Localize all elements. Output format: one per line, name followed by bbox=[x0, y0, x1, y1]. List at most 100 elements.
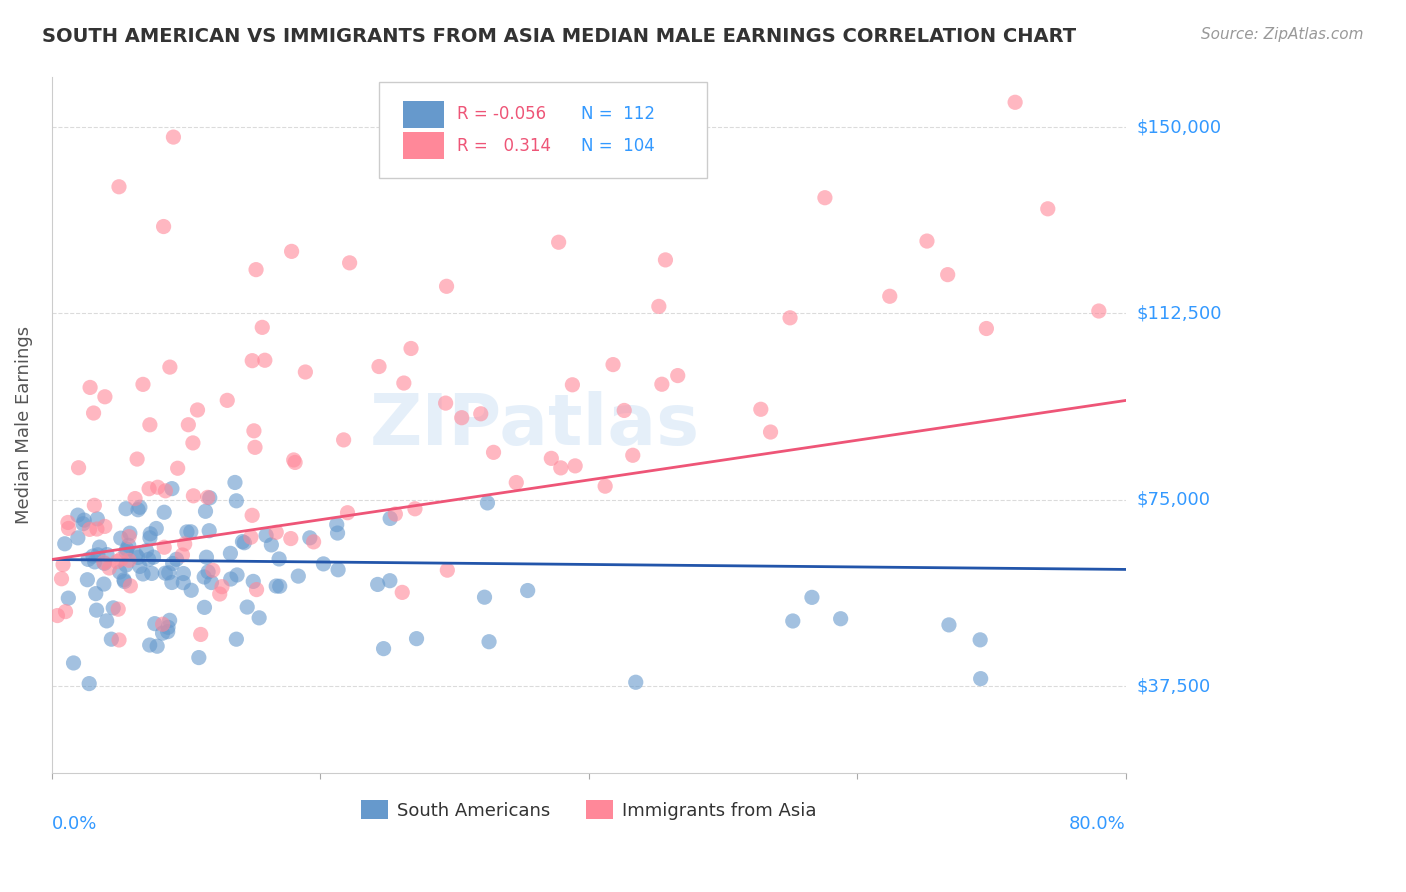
Point bbox=[145, 521, 167, 535]
Point bbox=[613, 403, 636, 417]
Point bbox=[624, 675, 647, 690]
Point bbox=[157, 566, 180, 580]
Point bbox=[264, 525, 287, 540]
Point bbox=[302, 534, 325, 549]
Text: $37,500: $37,500 bbox=[1137, 677, 1211, 695]
Point bbox=[159, 613, 181, 627]
Point bbox=[152, 626, 174, 640]
Point bbox=[195, 550, 218, 565]
Point bbox=[118, 538, 141, 552]
Point bbox=[298, 531, 321, 545]
Point bbox=[82, 549, 104, 563]
Point bbox=[283, 453, 305, 467]
Point bbox=[190, 627, 212, 641]
Point bbox=[135, 543, 157, 558]
Point bbox=[367, 577, 389, 591]
Point bbox=[391, 585, 413, 599]
Point bbox=[830, 612, 852, 626]
Point bbox=[477, 496, 499, 510]
Point bbox=[83, 498, 105, 512]
Point bbox=[1004, 95, 1026, 110]
Point bbox=[550, 461, 572, 475]
Point bbox=[368, 359, 391, 374]
Point bbox=[155, 566, 177, 581]
Point bbox=[219, 546, 242, 560]
Point bbox=[197, 491, 219, 505]
Point bbox=[124, 491, 146, 506]
Point bbox=[247, 611, 270, 625]
Point bbox=[142, 550, 165, 565]
Point bbox=[332, 433, 354, 447]
Point bbox=[159, 360, 181, 375]
Point bbox=[73, 513, 96, 527]
Point bbox=[254, 528, 277, 542]
Point bbox=[108, 632, 131, 647]
Point bbox=[187, 650, 209, 665]
Point bbox=[96, 548, 118, 562]
Point bbox=[197, 565, 219, 579]
Point bbox=[110, 552, 132, 566]
Point bbox=[67, 460, 90, 475]
Point bbox=[100, 632, 122, 647]
Point bbox=[108, 179, 131, 194]
Point bbox=[112, 574, 135, 589]
Point bbox=[392, 376, 415, 390]
Point bbox=[208, 587, 231, 601]
Point bbox=[132, 566, 155, 581]
Point bbox=[86, 522, 108, 536]
Point bbox=[103, 600, 125, 615]
Point bbox=[225, 632, 247, 647]
Point bbox=[224, 475, 246, 490]
Point bbox=[436, 563, 458, 577]
Point bbox=[245, 582, 267, 597]
Text: ZIPatlas: ZIPatlas bbox=[370, 391, 700, 459]
Point bbox=[651, 377, 673, 392]
Point bbox=[373, 641, 395, 656]
Point bbox=[505, 475, 527, 490]
Point bbox=[143, 616, 166, 631]
Point bbox=[193, 570, 215, 584]
Point bbox=[138, 482, 160, 496]
Point bbox=[58, 521, 80, 535]
Point bbox=[166, 552, 188, 566]
Point bbox=[138, 552, 160, 566]
Point bbox=[156, 624, 179, 639]
Point bbox=[280, 244, 302, 259]
Text: N =  112: N = 112 bbox=[581, 105, 655, 123]
Point bbox=[115, 545, 138, 559]
Point bbox=[434, 396, 457, 410]
Point bbox=[243, 424, 266, 438]
Point bbox=[269, 579, 291, 593]
Point bbox=[115, 558, 138, 573]
Point bbox=[648, 299, 671, 313]
Point bbox=[312, 557, 335, 571]
Point bbox=[120, 579, 142, 593]
Point bbox=[879, 289, 901, 303]
Point bbox=[938, 618, 960, 632]
Point bbox=[115, 542, 138, 557]
Point bbox=[198, 524, 221, 538]
Point bbox=[94, 519, 117, 533]
Point bbox=[183, 489, 205, 503]
Text: 0.0%: 0.0% bbox=[52, 815, 97, 833]
Point bbox=[245, 262, 267, 277]
Point bbox=[470, 407, 492, 421]
Point bbox=[155, 483, 177, 498]
Point bbox=[450, 410, 472, 425]
Point bbox=[193, 600, 215, 615]
Point bbox=[176, 524, 198, 539]
Point bbox=[56, 516, 79, 530]
Point bbox=[217, 393, 239, 408]
Point bbox=[384, 507, 406, 521]
Point bbox=[66, 531, 89, 545]
Point bbox=[94, 390, 117, 404]
Point bbox=[243, 440, 266, 454]
FancyBboxPatch shape bbox=[404, 132, 444, 159]
Point bbox=[141, 566, 163, 581]
Point bbox=[96, 614, 118, 628]
Point bbox=[112, 573, 135, 587]
Point bbox=[62, 656, 84, 670]
Point bbox=[253, 353, 276, 368]
Point bbox=[969, 632, 991, 647]
Point bbox=[138, 638, 160, 652]
